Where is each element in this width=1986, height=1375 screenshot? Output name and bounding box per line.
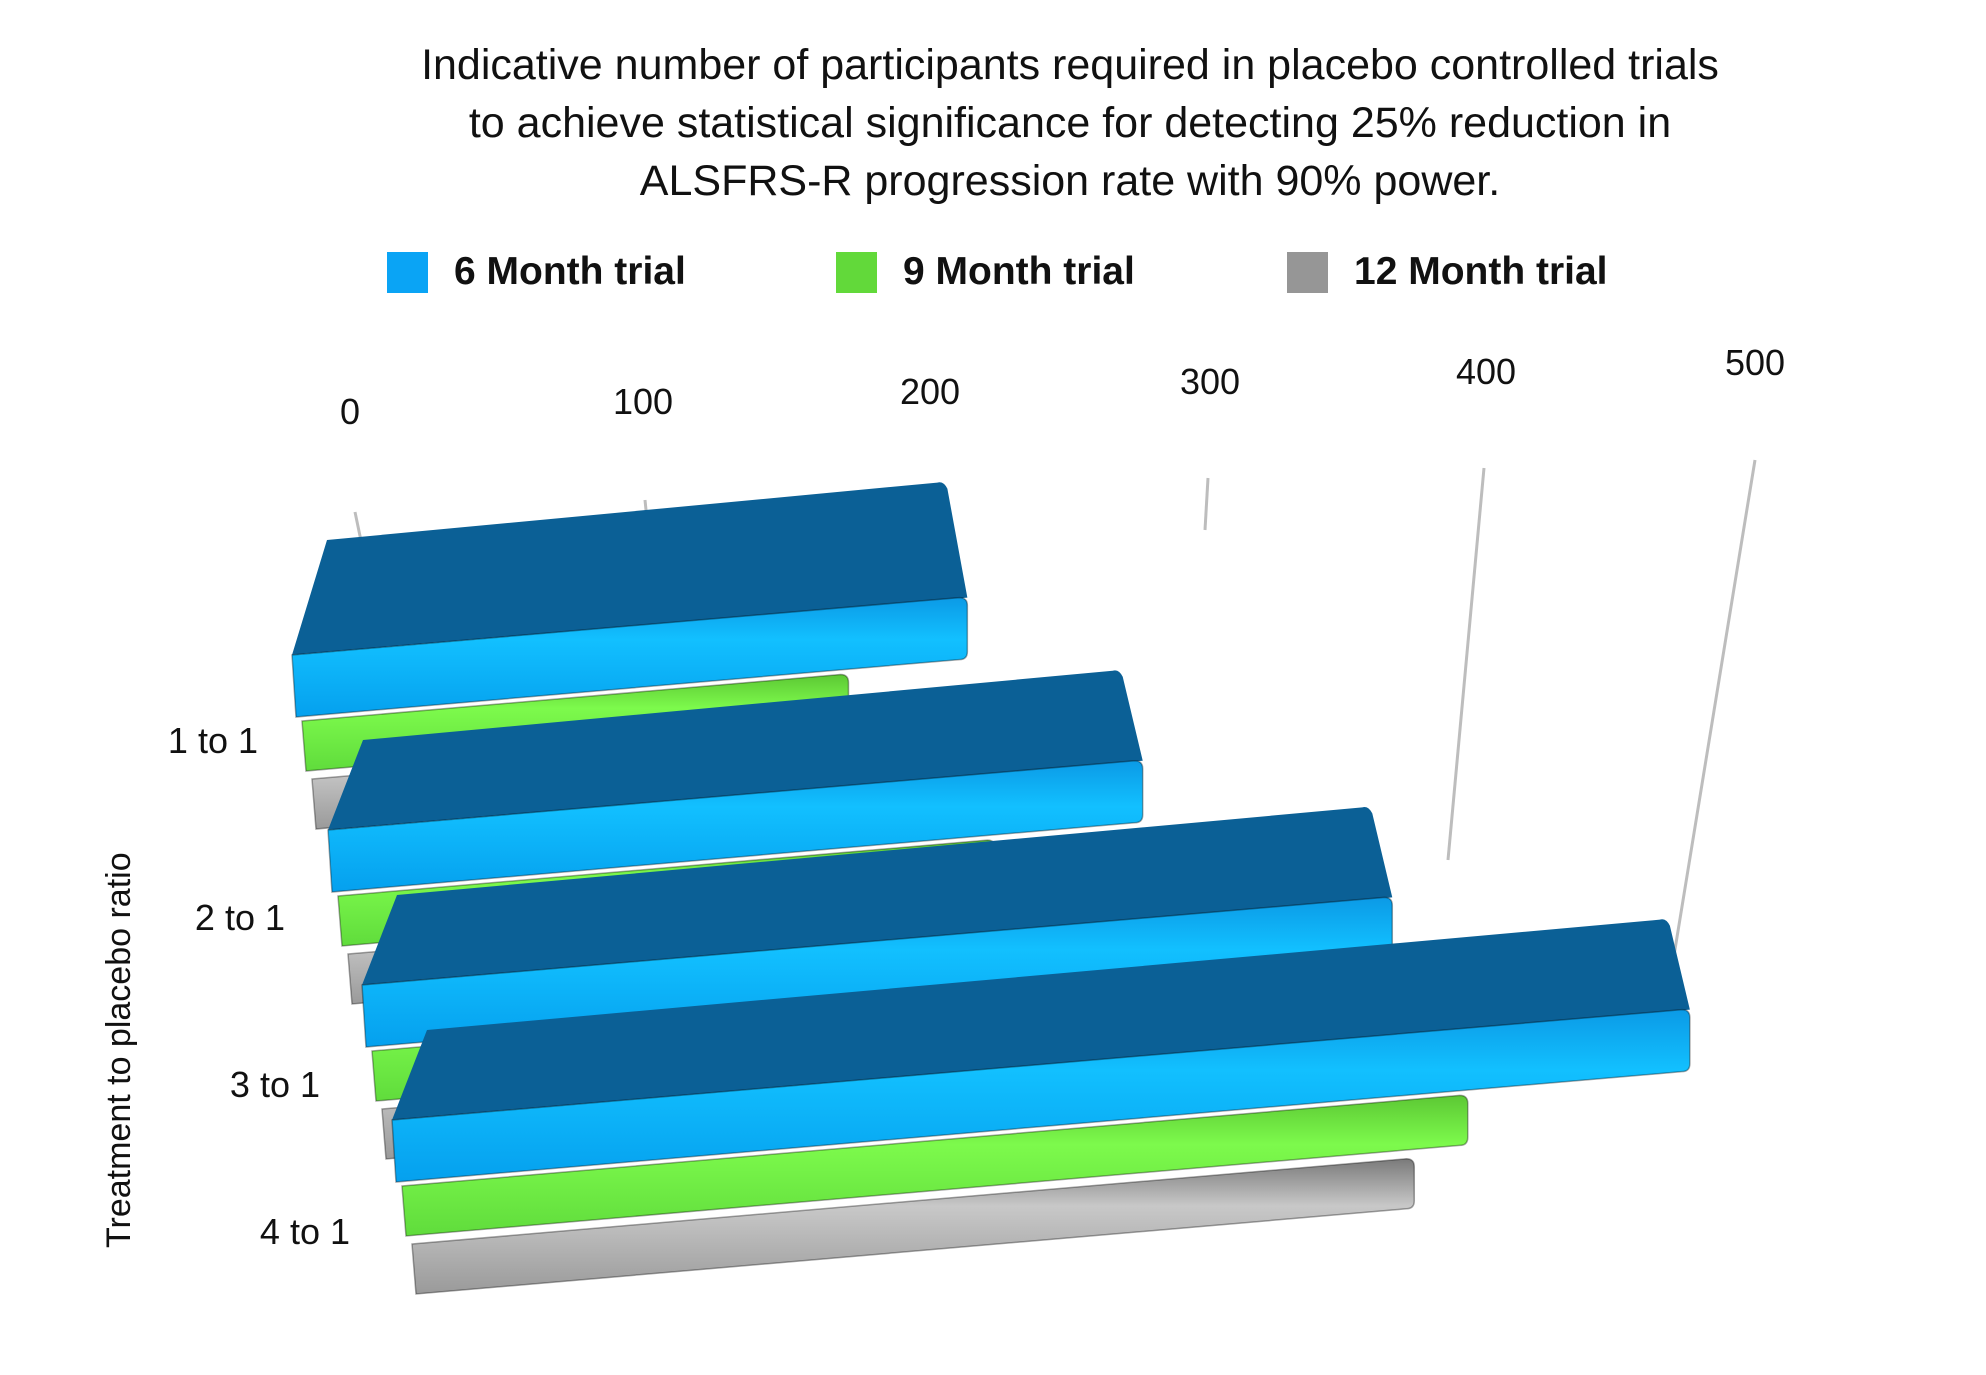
legend-label-12-month: 12 Month trial xyxy=(1354,250,1608,293)
legend-swatch-6-month xyxy=(387,251,428,293)
bar-6-month-2 xyxy=(327,759,1144,893)
category-label-1: 1 to 1 xyxy=(168,720,258,761)
bar-top-6-month-2 xyxy=(328,670,1143,830)
bar-12-month-4 xyxy=(411,1158,1416,1295)
y-axis-categories: 1 to 1 2 to 1 3 to 1 4 to 1 xyxy=(168,720,350,1252)
legend-swatch-12-month xyxy=(1287,251,1328,293)
bar-top-6-month-4 xyxy=(392,919,1690,1120)
category-label-4: 4 to 1 xyxy=(260,1211,350,1252)
tick-label-400: 400 xyxy=(1456,351,1516,392)
gridline-500 xyxy=(1668,459,1757,981)
tick-label-500: 500 xyxy=(1725,342,1785,383)
chart-title: Indicative number of participants requir… xyxy=(200,36,1940,210)
bar-6-month-1 xyxy=(291,596,969,718)
category-label-3: 3 to 1 xyxy=(230,1064,320,1105)
bar-top-6-month-3 xyxy=(362,807,1393,985)
title-line-3: ALSFRS-R progression rate with 90% power… xyxy=(639,157,1501,205)
gridline-300 xyxy=(1203,477,1210,531)
bars xyxy=(291,482,1691,1295)
bar-6-month-4 xyxy=(391,1008,1691,1183)
title-line-2: to achieve statistical significance for … xyxy=(468,99,1672,147)
category-group-4 xyxy=(391,919,1691,1295)
tick-label-200: 200 xyxy=(900,371,960,412)
tick-label-0: 0 xyxy=(340,391,360,432)
gridline-400 xyxy=(1446,467,1486,861)
legend-swatch-9-month xyxy=(836,251,877,293)
legend-label-6-month: 6 Month trial xyxy=(454,250,686,293)
legend-label-9-month: 9 Month trial xyxy=(903,250,1135,293)
tick-label-300: 300 xyxy=(1180,361,1240,402)
category-label-2: 2 to 1 xyxy=(195,897,285,938)
tick-label-100: 100 xyxy=(613,381,673,422)
legend-item-9-month: 9 Month trial xyxy=(836,250,1135,294)
legend: 6 Month trial 9 Month trial 12 Month tri… xyxy=(0,250,1986,300)
legend-item-12-month: 12 Month trial xyxy=(1287,250,1608,294)
title-line-1: Indicative number of participants requir… xyxy=(421,41,1719,89)
x-axis-ticks: 0 100 200 300 400 500 xyxy=(340,342,1785,432)
bar-9-month-4 xyxy=(401,1094,1469,1237)
y-axis-title: Treatment to placebo ratio xyxy=(100,852,138,1248)
legend-item-6-month: 6 Month trial xyxy=(387,250,686,294)
